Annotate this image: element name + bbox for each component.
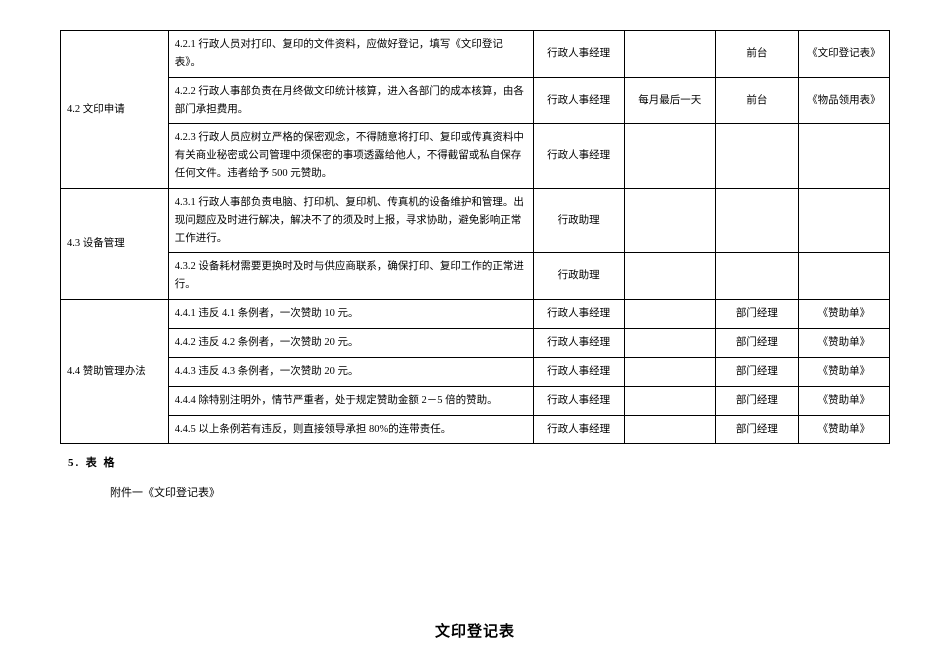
form-title: 文印登记表 bbox=[60, 620, 890, 641]
cell-when bbox=[624, 357, 715, 386]
cell-who: 部门经理 bbox=[715, 357, 798, 386]
document-page: 4.2 文印申请 4.2.1 行政人员对打印、复印的文件资料，应做好登记，填写《… bbox=[0, 0, 950, 641]
cell-who: 部门经理 bbox=[715, 415, 798, 444]
cell-form: 《赞助单》 bbox=[798, 300, 889, 329]
cell-when bbox=[624, 386, 715, 415]
cell-role: 行政人事经理 bbox=[533, 328, 624, 357]
cell-who bbox=[715, 188, 798, 253]
table-row: 4.4.2 违反 4.2 条例者，一次赞助 20 元。 行政人事经理 部门经理 … bbox=[61, 328, 890, 357]
cell-role: 行政人事经理 bbox=[533, 124, 624, 189]
cell-desc: 4.3.2 设备耗材需要更换时及时与供应商联系，确保打印、复印工作的正常进行。 bbox=[168, 253, 533, 300]
table-row: 4.4 赞助管理办法 4.4.1 违反 4.1 条例者，一次赞助 10 元。 行… bbox=[61, 300, 890, 329]
cell-who: 部门经理 bbox=[715, 328, 798, 357]
cell-desc: 4.4.5 以上条例若有违反，则直接领导承担 80%的连带责任。 bbox=[168, 415, 533, 444]
cell-form bbox=[798, 188, 889, 253]
cell-role: 行政人事经理 bbox=[533, 386, 624, 415]
section-5-title: 表 格 bbox=[86, 457, 117, 469]
cell-role: 行政助理 bbox=[533, 188, 624, 253]
cell-section: 4.3 设备管理 bbox=[61, 188, 169, 299]
cell-desc: 4.2.1 行政人员对打印、复印的文件资料，应做好登记，填写《文印登记表》。 bbox=[168, 31, 533, 78]
cell-form: 《赞助单》 bbox=[798, 386, 889, 415]
cell-form: 《赞助单》 bbox=[798, 415, 889, 444]
table-row: 4.2 文印申请 4.2.1 行政人员对打印、复印的文件资料，应做好登记，填写《… bbox=[61, 31, 890, 78]
cell-section: 4.2 文印申请 bbox=[61, 31, 169, 189]
table-row: 4.3.2 设备耗材需要更换时及时与供应商联系，确保打印、复印工作的正常进行。 … bbox=[61, 253, 890, 300]
table-row: 4.4.3 违反 4.3 条例者，一次赞助 20 元。 行政人事经理 部门经理 … bbox=[61, 357, 890, 386]
cell-role: 行政人事经理 bbox=[533, 300, 624, 329]
cell-when: 每月最后一天 bbox=[624, 77, 715, 124]
section-5-num: 5. bbox=[68, 457, 80, 469]
cell-desc: 4.4.2 违反 4.2 条例者，一次赞助 20 元。 bbox=[168, 328, 533, 357]
cell-form: 《物品领用表》 bbox=[798, 77, 889, 124]
cell-role: 行政人事经理 bbox=[533, 31, 624, 78]
cell-when bbox=[624, 300, 715, 329]
procedure-table: 4.2 文印申请 4.2.1 行政人员对打印、复印的文件资料，应做好登记，填写《… bbox=[60, 30, 890, 444]
table-row: 4.3 设备管理 4.3.1 行政人事部负责电脑、打印机、复印机、传真机的设备维… bbox=[61, 188, 890, 253]
section-5-heading: 5. 表 格 bbox=[60, 454, 890, 470]
cell-section: 4.4 赞助管理办法 bbox=[61, 300, 169, 444]
cell-desc: 4.4.4 除特别注明外，情节严重者，处于规定赞助金额 2－5 倍的赞助。 bbox=[168, 386, 533, 415]
table-row: 4.2.2 行政人事部负责在月终做文印统计核算，进入各部门的成本核算，由各部门承… bbox=[61, 77, 890, 124]
cell-when bbox=[624, 415, 715, 444]
cell-role: 行政人事经理 bbox=[533, 357, 624, 386]
cell-form: 《文印登记表》 bbox=[798, 31, 889, 78]
cell-form: 《赞助单》 bbox=[798, 357, 889, 386]
cell-desc: 4.2.3 行政人员应树立严格的保密观念，不得随意将打印、复印或传真资料中有关商… bbox=[168, 124, 533, 189]
cell-when bbox=[624, 188, 715, 253]
cell-form bbox=[798, 253, 889, 300]
cell-desc: 4.4.1 违反 4.1 条例者，一次赞助 10 元。 bbox=[168, 300, 533, 329]
cell-form bbox=[798, 124, 889, 189]
cell-when bbox=[624, 31, 715, 78]
cell-desc: 4.2.2 行政人事部负责在月终做文印统计核算，进入各部门的成本核算，由各部门承… bbox=[168, 77, 533, 124]
cell-when bbox=[624, 124, 715, 189]
cell-desc: 4.4.3 违反 4.3 条例者，一次赞助 20 元。 bbox=[168, 357, 533, 386]
cell-form: 《赞助单》 bbox=[798, 328, 889, 357]
cell-desc: 4.3.1 行政人事部负责电脑、打印机、复印机、传真机的设备维护和管理。出现问题… bbox=[168, 188, 533, 253]
cell-when bbox=[624, 328, 715, 357]
table-row: 4.4.4 除特别注明外，情节严重者，处于规定赞助金额 2－5 倍的赞助。 行政… bbox=[61, 386, 890, 415]
cell-who: 部门经理 bbox=[715, 300, 798, 329]
cell-who: 前台 bbox=[715, 77, 798, 124]
cell-when bbox=[624, 253, 715, 300]
cell-who: 前台 bbox=[715, 31, 798, 78]
cell-role: 行政人事经理 bbox=[533, 77, 624, 124]
cell-who bbox=[715, 253, 798, 300]
attachment-line: 附件一《文印登记表》 bbox=[60, 484, 890, 500]
cell-role: 行政人事经理 bbox=[533, 415, 624, 444]
cell-who bbox=[715, 124, 798, 189]
table-row: 4.4.5 以上条例若有违反，则直接领导承担 80%的连带责任。 行政人事经理 … bbox=[61, 415, 890, 444]
table-row: 4.2.3 行政人员应树立严格的保密观念，不得随意将打印、复印或传真资料中有关商… bbox=[61, 124, 890, 189]
cell-role: 行政助理 bbox=[533, 253, 624, 300]
cell-who: 部门经理 bbox=[715, 386, 798, 415]
